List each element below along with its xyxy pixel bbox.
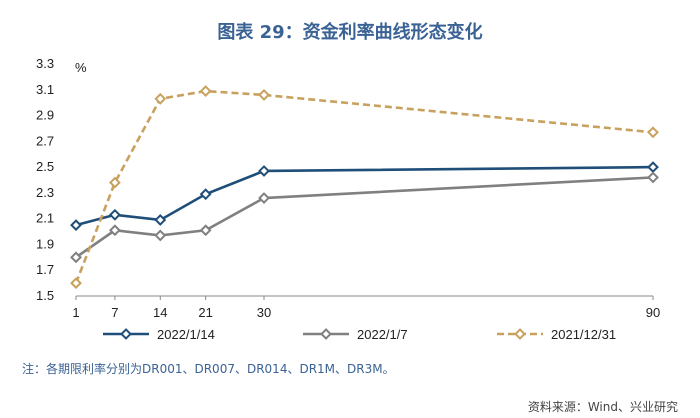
data-point (154, 229, 167, 242)
data-point (647, 161, 659, 174)
data-point (70, 219, 82, 232)
data-point (647, 171, 659, 184)
data-point (108, 176, 121, 189)
chart-note: 注：各期限利率分别为DR001、DR007、DR014、DR1M、DR3M。 (22, 362, 395, 376)
series-line-0 (75, 165, 654, 227)
x-tick-label: 90 (646, 305, 660, 320)
x-tick-label: 30 (257, 305, 271, 320)
x-tick-label: 7 (111, 305, 118, 320)
data-point (70, 277, 82, 290)
chart-legend: 2022/1/14 2022/1/7 2021/12/31 (103, 327, 616, 342)
data-point (70, 251, 82, 264)
y-tick-label: 3.3 (36, 56, 54, 71)
legend-label: 2021/12/31 (551, 327, 616, 342)
data-point (154, 92, 167, 105)
x-tick-label: 1 (72, 305, 79, 320)
legend-marker (514, 328, 526, 340)
legend-marker (320, 328, 332, 340)
data-point (258, 192, 270, 204)
y-tick-label: 2.3 (36, 185, 54, 200)
series-line-2 (74, 89, 654, 284)
y-tick-label: 2.9 (36, 108, 54, 123)
legend-marker (120, 328, 132, 340)
y-tick-label: 2.5 (36, 159, 54, 174)
chart-series (70, 85, 659, 290)
data-point (647, 126, 659, 139)
chart-axes: 3.3 3.1 2.9 2.7 2.5 2.3 2.1 1.9 1.7 1.5% 1 7 14 21 30 9… (36, 56, 660, 320)
y-tick-label: 2.7 (36, 133, 54, 148)
data-point (258, 89, 270, 101)
x-tick-label: 14 (153, 305, 167, 320)
data-point (108, 208, 121, 221)
y-tick-label: 1.5 (36, 288, 54, 303)
legend-label: 2022/1/14 (157, 327, 215, 342)
chart-title: 图表 29：资金利率曲线形态变化 (217, 22, 483, 43)
y-tick-label: 3.1 (36, 82, 54, 97)
data-point (108, 224, 121, 237)
y-tick-label: 1.7 (36, 262, 54, 277)
data-point (199, 85, 212, 97)
y-tick-label: 1.9 (36, 236, 54, 251)
data-point (199, 188, 212, 201)
data-point (154, 214, 167, 226)
data-point (258, 165, 270, 177)
x-tick-label: 21 (198, 305, 212, 320)
legend-label: 2022/1/7 (357, 327, 408, 342)
data-point (199, 224, 212, 237)
y-tick-label: 2.1 (36, 211, 54, 226)
y-axis-unit: % (75, 60, 87, 75)
series-line-1 (75, 176, 654, 259)
chart-source: 资料来源：Wind、兴业研究 (527, 400, 678, 414)
